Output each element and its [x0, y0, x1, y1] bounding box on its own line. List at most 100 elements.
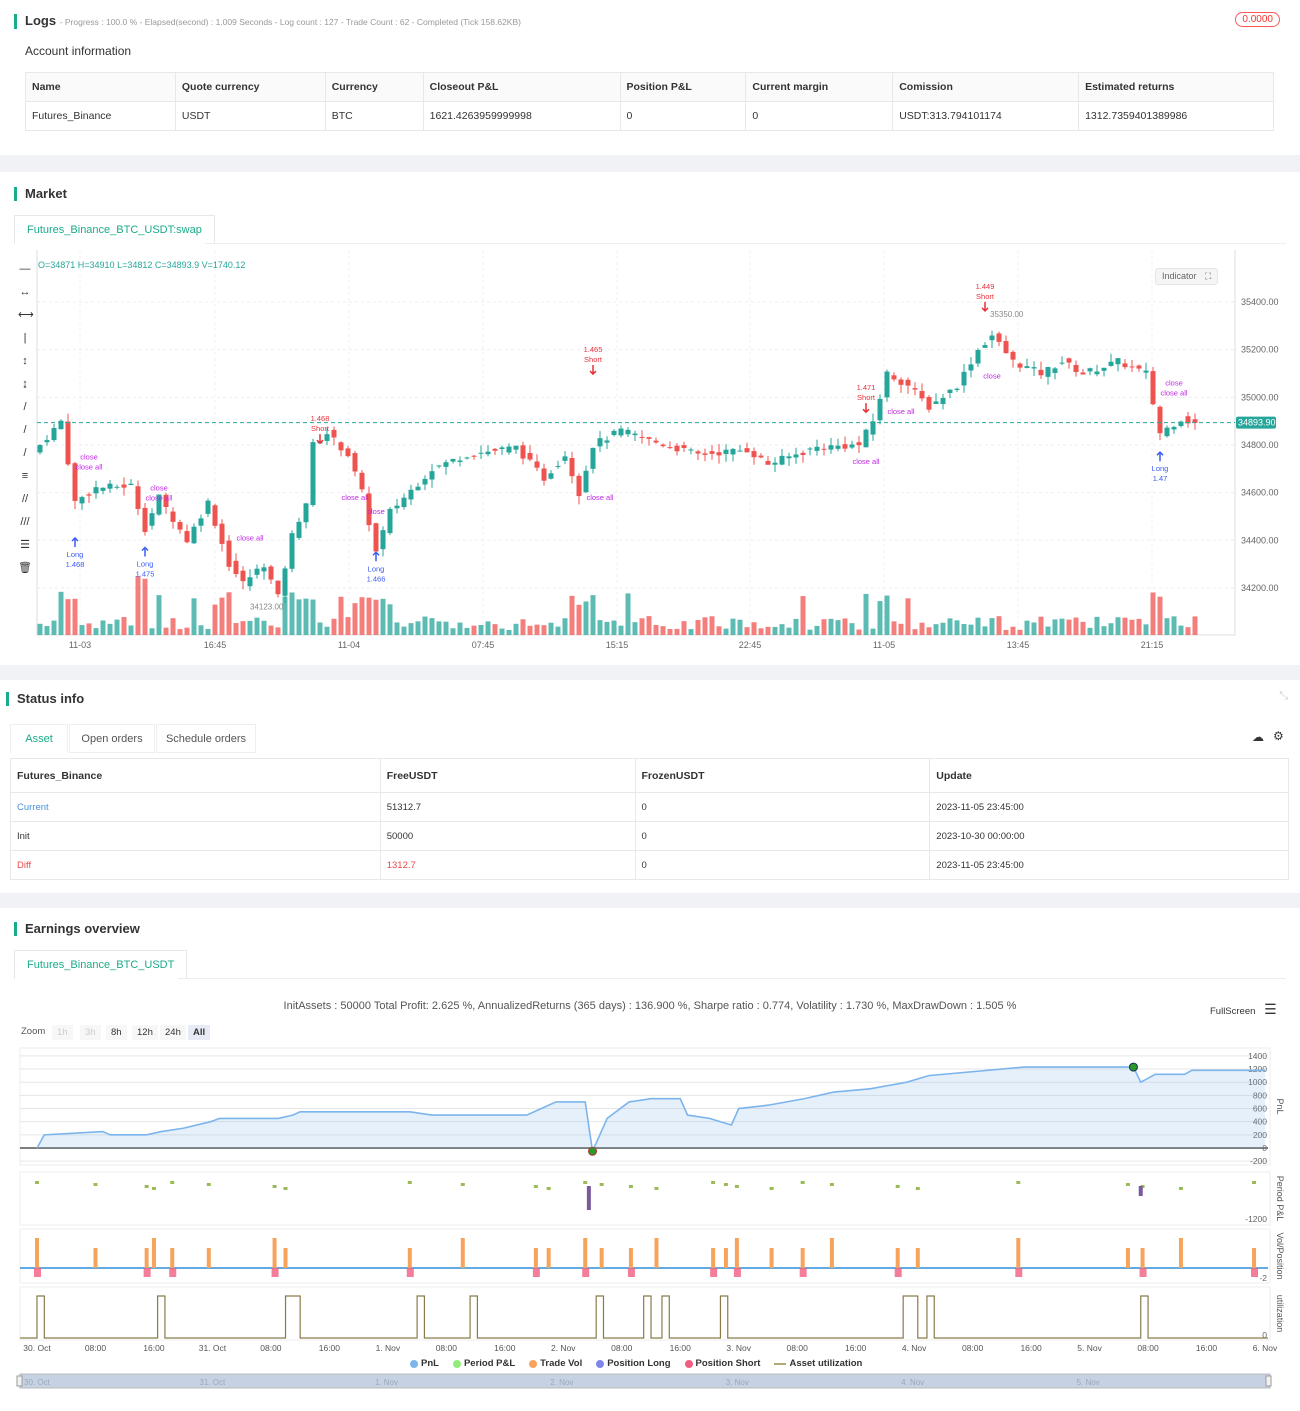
candle-body[interactable] [597, 438, 603, 447]
candle-body[interactable] [79, 497, 85, 504]
candle-body[interactable] [373, 523, 379, 552]
candle-body[interactable] [408, 489, 414, 500]
candle-body[interactable] [814, 446, 820, 451]
candle-body[interactable] [72, 463, 78, 501]
drawing-tool-icon[interactable]: — [19, 263, 31, 275]
candle-body[interactable] [786, 456, 792, 459]
candle-body[interactable] [1178, 421, 1184, 426]
zoom-1h-button[interactable]: 1h [52, 1025, 73, 1040]
candle-body[interactable] [1108, 361, 1114, 366]
candle-body[interactable] [492, 448, 498, 451]
candle-body[interactable] [870, 421, 876, 435]
candle-body[interactable] [1052, 368, 1058, 373]
candle-body[interactable] [296, 521, 302, 538]
candle-body[interactable] [240, 570, 246, 582]
candle-body[interactable] [688, 449, 694, 451]
candle-body[interactable] [989, 335, 995, 341]
candle-body[interactable] [1010, 351, 1016, 360]
drawing-tool-icon[interactable]: ↕ [22, 355, 28, 367]
candle-body[interactable] [338, 442, 344, 451]
candle-body[interactable] [1143, 370, 1149, 373]
candle-body[interactable] [548, 473, 554, 479]
candle-body[interactable] [1136, 365, 1142, 369]
tab-asset[interactable]: Asset [10, 724, 68, 753]
menu-icon[interactable]: ☰ [1264, 1001, 1277, 1017]
candle-body[interactable] [534, 461, 540, 468]
legend-item[interactable]: PnL [410, 1358, 439, 1369]
candle-body[interactable] [310, 442, 316, 505]
candle-body[interactable] [177, 522, 183, 530]
candle-body[interactable] [863, 429, 869, 448]
drawing-tool-icon[interactable]: // [21, 493, 29, 505]
candle-body[interactable] [625, 429, 631, 435]
candle-body[interactable] [1129, 366, 1135, 368]
candle-body[interactable] [1164, 427, 1170, 437]
candle-body[interactable] [226, 540, 232, 567]
candle-body[interactable] [982, 345, 988, 348]
collapse-icon[interactable]: ⤡ [1279, 690, 1288, 702]
candle-body[interactable] [562, 456, 568, 461]
drawing-tool-icon[interactable]: ⟷ [18, 309, 34, 321]
candle-body[interactable] [576, 475, 582, 497]
candle-body[interactable] [422, 478, 428, 485]
zoom-3h-button[interactable]: 3h [80, 1025, 101, 1040]
candle-body[interactable] [632, 433, 638, 436]
candle-body[interactable] [940, 397, 946, 405]
candle-body[interactable] [569, 457, 575, 477]
candle-body[interactable] [1171, 426, 1177, 430]
candle-body[interactable] [499, 447, 505, 450]
tab-schedule-orders[interactable]: Schedule orders [156, 724, 256, 753]
candle-body[interactable] [149, 513, 155, 526]
candle-body[interactable] [926, 397, 932, 410]
candle-body[interactable] [737, 450, 743, 452]
candle-body[interactable] [1087, 368, 1093, 372]
candle-body[interactable] [58, 420, 64, 430]
candle-body[interactable] [387, 508, 393, 534]
legend-item[interactable]: Position Long [596, 1358, 671, 1369]
candle-body[interactable] [744, 448, 750, 453]
candle-body[interactable] [793, 454, 799, 458]
navigator-left-handle[interactable] [16, 1375, 23, 1387]
candle-body[interactable] [219, 523, 225, 544]
legend-item[interactable]: Trade Vol [529, 1358, 582, 1369]
candle-body[interactable] [506, 446, 512, 453]
candle-body[interactable] [513, 445, 519, 450]
fullscreen-button[interactable]: FullScreen ☰ [1210, 1001, 1277, 1018]
candle-body[interactable] [247, 577, 253, 587]
candle-body[interactable] [1080, 372, 1086, 375]
candle-body[interactable] [898, 379, 904, 385]
candle-body[interactable] [646, 437, 652, 439]
candle-body[interactable] [1073, 364, 1079, 373]
candle-body[interactable] [401, 497, 407, 508]
candle-body[interactable] [604, 440, 610, 443]
candle-body[interactable] [996, 333, 1002, 342]
candle-body[interactable] [583, 470, 589, 493]
candle-body[interactable] [716, 452, 722, 456]
candle-body[interactable] [464, 457, 470, 459]
candle-body[interactable] [1150, 371, 1156, 405]
drawing-tool-icon[interactable]: ↔ [19, 286, 31, 298]
candle-body[interactable] [758, 455, 764, 458]
candle-body[interactable] [912, 388, 918, 390]
candle-body[interactable] [891, 375, 897, 380]
candle-body[interactable] [436, 465, 442, 467]
candle-body[interactable] [184, 531, 190, 543]
candle-body[interactable] [695, 451, 701, 454]
candle-body[interactable] [954, 388, 960, 390]
candle-body[interactable] [807, 448, 813, 450]
candle-body[interactable] [478, 452, 484, 454]
zoom-All-button[interactable]: All [188, 1025, 211, 1040]
candle-body[interactable] [450, 458, 456, 462]
candle-body[interactable] [100, 487, 106, 491]
candle-body[interactable] [961, 371, 967, 386]
candle-body[interactable] [681, 445, 687, 448]
candle-body[interactable] [639, 436, 645, 438]
cloud-download-icon[interactable]: ☁ [1252, 730, 1264, 744]
candle-body[interactable] [142, 507, 148, 532]
candle-body[interactable] [611, 430, 617, 436]
drawing-tool-icon[interactable]: | [23, 332, 27, 344]
candle-body[interactable] [1185, 416, 1191, 424]
candle-body[interactable] [212, 505, 218, 526]
candle-body[interactable] [359, 472, 365, 490]
drawing-tool-icon[interactable]: / [23, 447, 27, 459]
